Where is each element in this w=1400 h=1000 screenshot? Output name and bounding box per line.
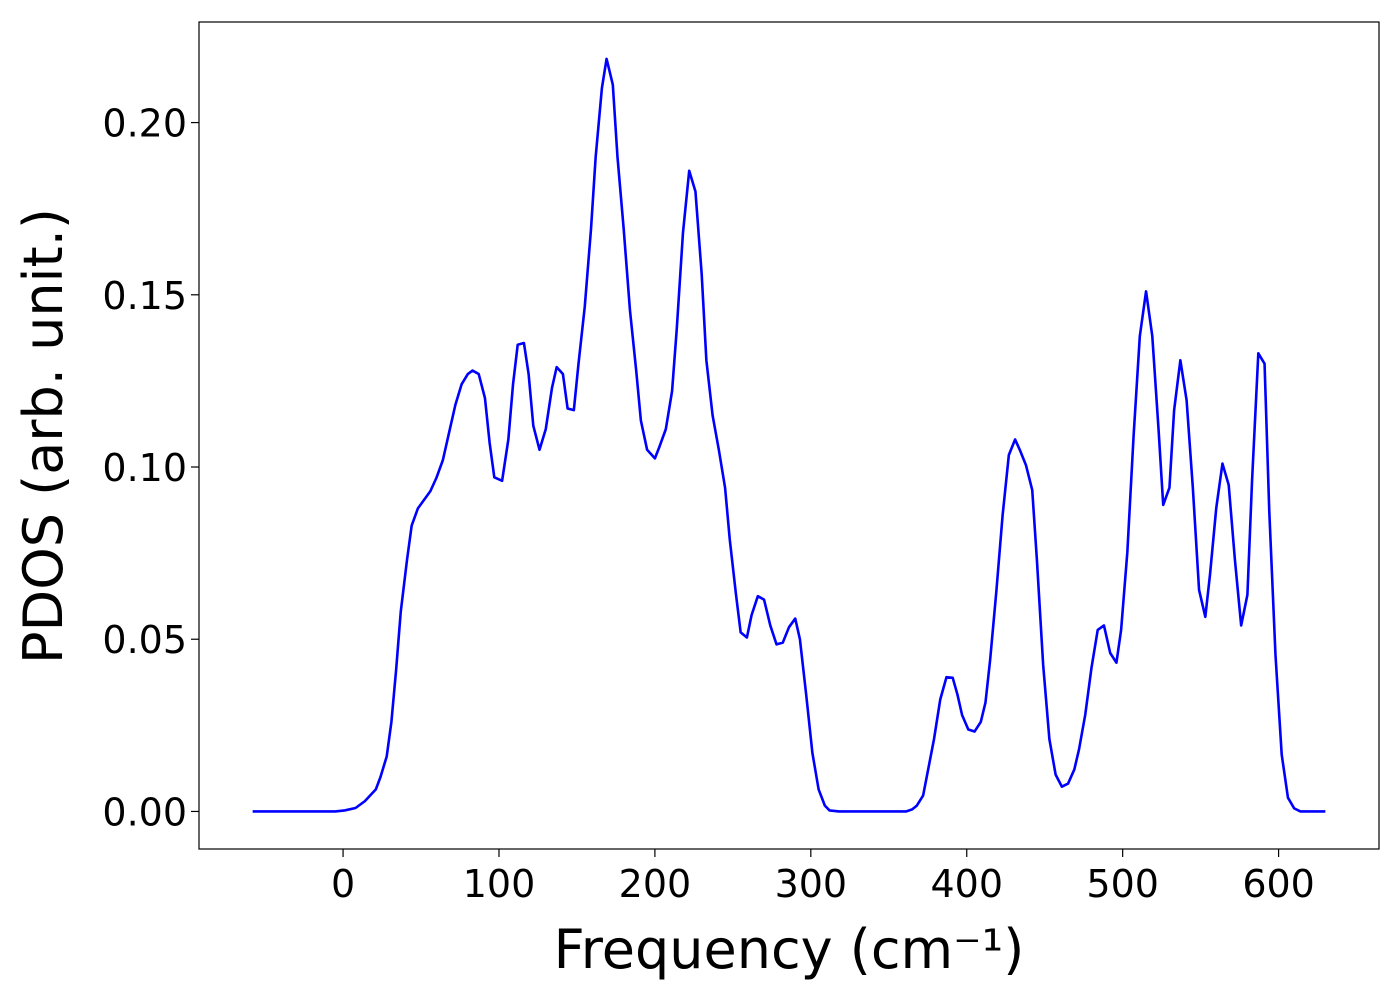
y-tick-label: 0.10 bbox=[102, 446, 187, 490]
y-tick-label: 0.15 bbox=[102, 274, 187, 318]
x-tick-label: 600 bbox=[1242, 862, 1315, 906]
y-tick-label: 0.00 bbox=[102, 790, 187, 834]
x-axis-label: Frequency (cm⁻¹) bbox=[554, 918, 1025, 981]
plot-frame bbox=[198, 21, 1380, 850]
y-tick-label: 0.20 bbox=[102, 102, 187, 146]
x-tick-label: 0 bbox=[331, 862, 355, 906]
x-tick-label: 500 bbox=[1086, 862, 1159, 906]
x-tick-label: 200 bbox=[619, 862, 692, 906]
y-axis-label: PDOS (arb. unit.) bbox=[12, 208, 75, 664]
x-tick-label: 300 bbox=[775, 862, 848, 906]
y-tick-label: 0.05 bbox=[102, 618, 187, 662]
x-tick-label: 400 bbox=[930, 862, 1003, 906]
x-tick-label: 100 bbox=[463, 862, 536, 906]
line bbox=[252, 57, 1326, 813]
